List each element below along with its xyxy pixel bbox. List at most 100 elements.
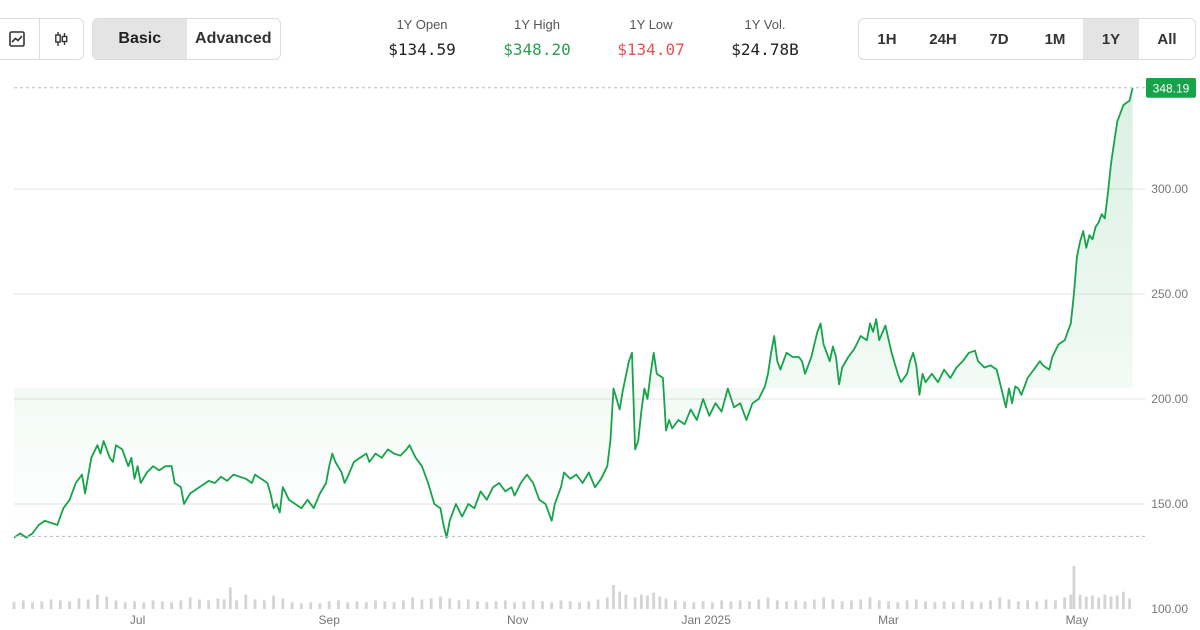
volume-bar (639, 594, 643, 609)
volume-bar (40, 601, 44, 609)
volume-bar (364, 602, 368, 609)
line-chart-button[interactable] (0, 19, 39, 59)
price-chart: 150.00 200.00 250.00 300.00 100.00 Jul Sep Nov J… (12, 78, 1196, 627)
volume-bar (868, 597, 872, 609)
x-tick-label: Jan 2025 (682, 613, 732, 627)
volume-bar (96, 594, 99, 609)
volume-bar (658, 596, 662, 609)
volume-bar (392, 602, 396, 609)
volume-bar (840, 601, 844, 609)
volume-bar (337, 600, 340, 609)
stat-high-value: $348.20 (503, 40, 571, 59)
volume-bar (673, 600, 677, 609)
range-1m-button[interactable]: 1M (1044, 30, 1066, 48)
volume-bar (1084, 596, 1088, 609)
range-7d-button[interactable]: 7D (989, 30, 1009, 48)
volume-bar (1044, 599, 1048, 609)
volume-bar (411, 597, 415, 609)
volume-bar (429, 598, 433, 609)
y-tick-label: 200.00 (1151, 392, 1188, 406)
volume-bar (1016, 601, 1020, 609)
basic-mode-button[interactable]: Basic (93, 19, 187, 59)
volume-bar (1121, 591, 1125, 609)
volume-bar (812, 599, 816, 609)
volume-bar (21, 600, 25, 609)
volume-bar (133, 601, 136, 609)
volume-bar (318, 603, 322, 609)
y-axis-bottom-label: 100.00 (1151, 602, 1188, 616)
volume-bar (775, 600, 779, 609)
price-area (14, 87, 1133, 538)
volume-bar (859, 599, 863, 609)
stat-open-label: 1Y Open (396, 17, 448, 32)
volume-bar (262, 600, 266, 609)
volume-bar (794, 600, 798, 609)
volume-bar (207, 600, 211, 609)
volume-bar (457, 600, 461, 609)
volume-bar (123, 602, 127, 609)
volume-bar (998, 597, 1002, 609)
range-1h-button[interactable]: 1H (877, 30, 897, 48)
stat-high: 1Y High $348.20 (482, 16, 592, 60)
volume-bar (346, 602, 350, 609)
current-price-badge-bg (1146, 78, 1196, 98)
time-range-selector: 1H 24H 7D 1M 1Y All (858, 18, 1196, 60)
volume-bar (281, 598, 285, 609)
volume-bar (1115, 595, 1119, 609)
volume-bar (896, 602, 900, 609)
x-tick-label: Jul (130, 613, 145, 627)
stat-open: 1Y Open $134.59 (367, 16, 477, 60)
stat-open-value: $134.59 (388, 40, 456, 59)
volume-bar (646, 595, 649, 609)
x-tick-label: Sep (319, 613, 341, 627)
volume-bar (299, 603, 303, 609)
volume-bar (160, 601, 164, 609)
current-price-badge: 348.19 (1146, 78, 1196, 98)
volume-bar (979, 602, 983, 609)
price-line (13, 87, 1134, 539)
volume-bar (1069, 594, 1073, 609)
volume-bar (31, 602, 34, 609)
volume-bar (850, 600, 853, 609)
volume-bar (401, 600, 405, 609)
volume-bar (448, 598, 452, 609)
volume-bar (612, 585, 615, 609)
advanced-mode-button[interactable]: Advanced (195, 30, 272, 47)
volume-bar (633, 597, 637, 609)
range-1y-button[interactable]: 1Y (1083, 19, 1139, 59)
x-tick-label: Mar (878, 613, 899, 627)
volume-bar (887, 601, 890, 609)
range-24h-button[interactable]: 24H (929, 30, 957, 48)
volume-bar (12, 601, 16, 609)
volume-bar (578, 602, 581, 609)
volume-bar (970, 601, 974, 609)
volume-bar (114, 600, 118, 609)
range-all-button[interactable]: All (1157, 30, 1177, 48)
volume-bar (1053, 600, 1057, 609)
candlestick-button[interactable] (38, 19, 84, 59)
volume-bar (905, 600, 909, 609)
y-tick-label: 250.00 (1151, 287, 1188, 301)
volume-bar (142, 602, 146, 609)
volume-bar (522, 601, 526, 609)
volume-bar (253, 599, 257, 609)
volume-bar (701, 601, 705, 609)
volume-bar (748, 601, 751, 609)
volume-bar (942, 601, 946, 609)
volume-bar (766, 597, 770, 609)
volume-bar (222, 599, 226, 609)
volume-bar (785, 601, 788, 609)
volume-bar (605, 597, 609, 609)
volume-bar (1103, 594, 1107, 609)
volume-bar (1072, 565, 1076, 609)
volume-bar (924, 601, 927, 609)
volume-bar (1007, 599, 1011, 609)
volume-bar (531, 600, 535, 609)
volume-bar (652, 592, 656, 609)
volume-bar (439, 596, 442, 609)
stat-low-label: 1Y Low (629, 17, 673, 32)
volume-bar (933, 602, 937, 609)
volume-bar (1128, 598, 1131, 609)
volume-bar (1109, 596, 1113, 609)
volume-bar (596, 599, 600, 609)
